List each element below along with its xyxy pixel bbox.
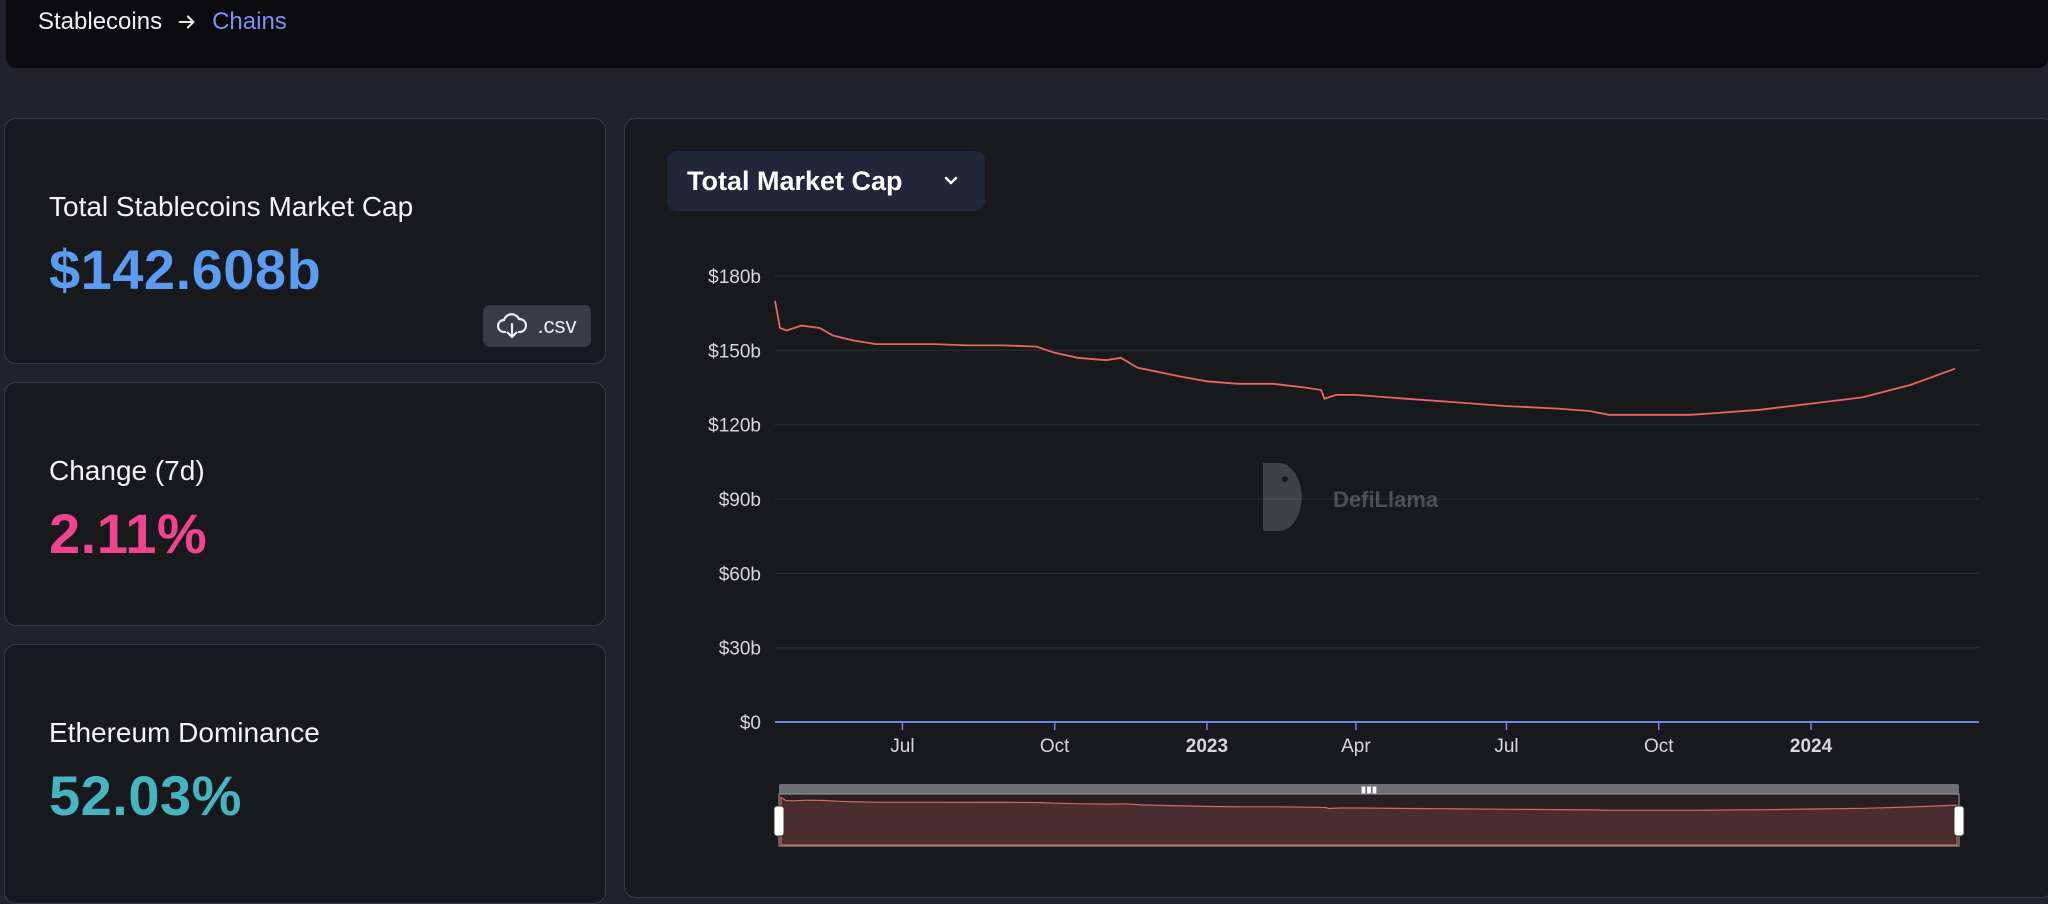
chart-type-dropdown[interactable]: Total Market Cap xyxy=(667,151,985,211)
market-cap-line xyxy=(774,300,1956,416)
x-tick-label: Jul xyxy=(890,736,914,757)
market-cap-label: Total Stablecoins Market Cap xyxy=(49,191,414,222)
market-cap-chart: DefiLlama $0 $30b $60b $90b $120b $150b $180b J… xyxy=(708,267,1979,847)
change-value: 2.11% xyxy=(49,502,208,565)
dominance-label: Ethereum Dominance xyxy=(49,717,320,748)
y-tick-label: $30b xyxy=(719,639,761,660)
x-tick-label: 2024 xyxy=(1790,736,1833,757)
slider-grip-icon[interactable]: ▮▮▮ xyxy=(1361,785,1378,796)
slider-preview-area xyxy=(780,796,1958,846)
top-bar: Stablecoins Chains xyxy=(6,0,2048,68)
cloud-download-icon xyxy=(497,313,528,339)
download-csv-button[interactable]: .csv xyxy=(483,305,591,347)
dominance-card: Ethereum Dominance 52.03% xyxy=(4,644,606,904)
dominance-value: 52.03% xyxy=(49,764,242,827)
x-tick-label: Apr xyxy=(1341,736,1371,757)
csv-button-label: .csv xyxy=(537,313,577,338)
breadcrumb-chains[interactable]: Chains xyxy=(212,8,287,35)
breadcrumb-stablecoins[interactable]: Stablecoins xyxy=(38,8,163,35)
y-tick-label: $120b xyxy=(708,416,761,437)
chart-type-label: Total Market Cap xyxy=(687,165,903,196)
y-tick-label: $60b xyxy=(719,564,761,585)
slider-left-handle[interactable] xyxy=(773,805,785,837)
y-tick-label: $90b xyxy=(719,490,761,511)
y-tick-label: $180b xyxy=(708,267,761,288)
x-tick-label: 2023 xyxy=(1186,736,1228,757)
change-label: Change (7d) xyxy=(49,455,205,486)
breadcrumb: Stablecoins Chains xyxy=(38,8,287,36)
time-range-slider[interactable]: ▮▮▮ xyxy=(773,784,1965,847)
chevron-down-icon xyxy=(944,176,958,185)
market-cap-value: $142.608b xyxy=(49,238,322,301)
x-tick-label: Jul xyxy=(1494,736,1518,757)
change-card: Change (7d) 2.11% xyxy=(4,382,606,626)
y-tick-label: $150b xyxy=(708,341,761,362)
x-tick-label: Oct xyxy=(1644,736,1674,757)
defillama-watermark: DefiLlama xyxy=(1263,463,1439,531)
x-tick-label: Oct xyxy=(1040,736,1070,757)
market-cap-card: Total Stablecoins Market Cap $142.608b .… xyxy=(4,118,606,364)
slider-track[interactable] xyxy=(779,784,1959,794)
slider-right-handle[interactable] xyxy=(1953,805,1965,837)
arrow-right-icon xyxy=(178,15,195,29)
y-tick-label: $0 xyxy=(740,713,761,734)
watermark-text: DefiLlama xyxy=(1333,487,1439,512)
chart-card: Total Market Cap DefiLlama $0 $30b $60b $90… xyxy=(624,118,2048,898)
